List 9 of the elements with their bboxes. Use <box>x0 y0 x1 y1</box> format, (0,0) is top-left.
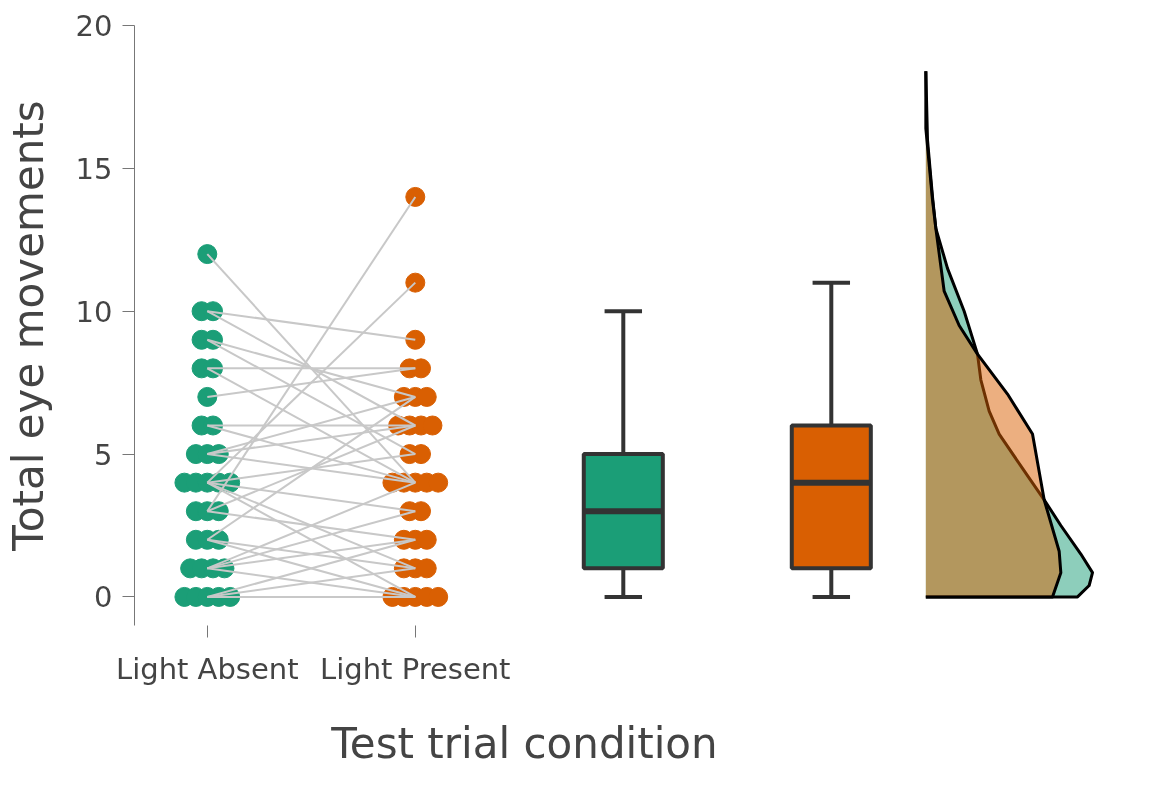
x-axis-title: Test trial condition <box>330 718 718 768</box>
x-tick-label: Light Present <box>320 651 511 686</box>
x-tick-label: Light Absent <box>116 651 299 686</box>
y-tick-label: 0 <box>94 580 113 615</box>
y-tick-label: 10 <box>75 294 113 329</box>
y-tick-label: 5 <box>94 437 113 472</box>
y-axis-title: Total eye movements <box>3 100 53 552</box>
y-tick-label: 20 <box>75 9 113 43</box>
y-tick-label: 15 <box>75 151 113 186</box>
